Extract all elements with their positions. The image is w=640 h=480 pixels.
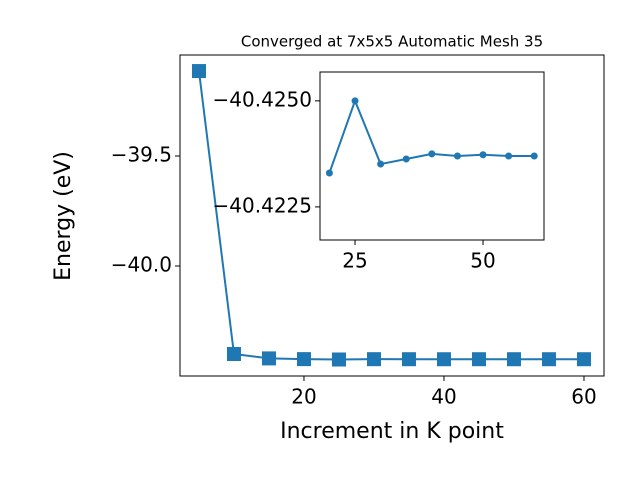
x-tick-label: 40 [431, 385, 456, 409]
marker [377, 160, 385, 168]
marker [351, 97, 359, 105]
marker [505, 152, 513, 160]
marker [453, 152, 461, 160]
chart-title: Converged at 7x5x5 Automatic Mesh 35 [241, 33, 543, 51]
marker [296, 352, 311, 367]
y-tick-label: −40.0 [111, 252, 172, 276]
y-tick-label: −39.5 [111, 142, 172, 166]
marker [506, 352, 521, 367]
marker [541, 352, 556, 367]
marker [191, 64, 206, 79]
x-axis-label: Increment in K point [280, 419, 504, 444]
marker [331, 352, 346, 367]
marker [226, 346, 241, 361]
y-tick-label: −40.4250 [213, 87, 312, 111]
marker [325, 169, 333, 177]
marker [428, 150, 436, 158]
marker [576, 352, 591, 367]
x-tick-label: 50 [470, 249, 495, 273]
marker [436, 352, 451, 367]
y-tick-label: −40.4225 [213, 193, 312, 217]
marker [530, 152, 538, 160]
marker [261, 351, 276, 366]
y-axis-label: Energy (eV) [51, 151, 76, 281]
marker [479, 151, 487, 159]
marker [366, 352, 381, 367]
x-tick-label: 60 [571, 385, 596, 409]
x-tick-label: 25 [342, 249, 367, 273]
x-tick-label: 20 [291, 385, 316, 409]
marker [402, 155, 410, 163]
marker [401, 352, 416, 367]
marker [471, 352, 486, 367]
